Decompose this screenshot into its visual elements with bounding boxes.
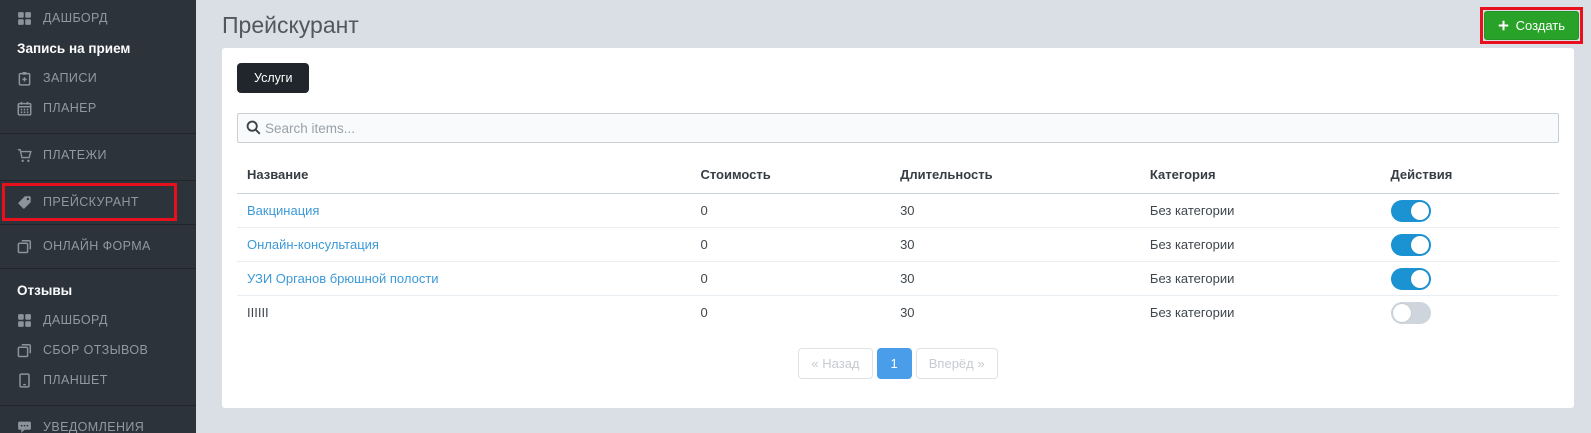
tab-services[interactable]: Услуги <box>237 63 310 93</box>
service-enabled-toggle[interactable] <box>1390 199 1431 222</box>
table-header-row: Название Стоимость Длительность Категори… <box>237 159 1559 194</box>
service-cost: 0 <box>690 227 891 262</box>
pagination-prev-button[interactable]: « Назад <box>798 347 873 379</box>
sidebar-section-label: Отзывы <box>17 282 73 298</box>
dashboard-icon <box>18 313 31 327</box>
pagination-page-1-button[interactable]: 1 <box>876 347 912 379</box>
sidebar-item-label: ДАШБОРД <box>43 11 108 25</box>
table-row: Вакцинация 0 30 Без категории <box>237 193 1559 228</box>
page-header: Прейскурант Создать <box>196 0 1591 44</box>
search-icon <box>246 120 261 135</box>
plus-icon <box>1498 20 1508 31</box>
col-header-cost: Стоимость <box>690 159 891 194</box>
sidebar-item-label: ПРЕЙСКУРАНТ <box>43 195 139 209</box>
col-header-category: Категория <box>1139 159 1381 194</box>
service-category: Без категории <box>1149 305 1235 321</box>
toggle-knob <box>1410 201 1429 220</box>
calendar-icon <box>17 101 32 116</box>
main-content: Прейскурант Создать Услуги <box>196 0 1591 433</box>
service-duration: 30 <box>890 261 1140 296</box>
sidebar-item-records[interactable]: ЗАПИСИ <box>0 63 196 93</box>
service-name-link[interactable]: Вакцинация <box>247 203 320 218</box>
create-button-label: Создать <box>1515 18 1565 33</box>
create-button-annotation-wrap: Создать <box>1479 7 1583 44</box>
search-box <box>237 113 1559 143</box>
sidebar-item-notifications[interactable]: УВЕДОМЛЕНИЯ <box>0 412 196 433</box>
service-cost: 0 <box>700 305 708 321</box>
create-button[interactable]: Создать <box>1483 11 1579 40</box>
col-header-actions: Действия <box>1380 159 1559 194</box>
sidebar-divider <box>0 180 196 181</box>
sidebar-item-online-form[interactable]: ОНЛАЙН ФОРМА <box>0 231 196 261</box>
service-category: Без категории <box>1139 227 1381 262</box>
service-name-link[interactable]: УЗИ Органов брюшной полости <box>247 271 439 286</box>
service-enabled-toggle[interactable] <box>1390 233 1431 256</box>
dashboard-icon <box>18 11 31 25</box>
pagination: « Назад 1 Вперёд » <box>237 347 1559 379</box>
sidebar-item-tablet[interactable]: ПЛАНШЕТ <box>0 365 196 395</box>
toggle-knob <box>1392 303 1411 322</box>
sidebar-item-label: ПЛАНШЕТ <box>43 373 108 387</box>
sidebar-divider <box>0 224 196 225</box>
sidebar-item-label: УВЕДОМЛЕНИЯ <box>43 420 145 433</box>
sidebar-item-reviews-dashboard[interactable]: ДАШБОРД <box>0 305 196 335</box>
clipboard-plus-icon <box>18 71 31 86</box>
service-category: Без категории <box>1139 193 1381 228</box>
price-tag-icon <box>18 195 31 209</box>
sidebar-item-label: ПЛАТЕЖИ <box>43 148 107 162</box>
service-name-link[interactable]: Онлайн-консультация <box>247 237 379 252</box>
services-table: Название Стоимость Длительность Категори… <box>237 159 1559 330</box>
chat-icon <box>18 421 31 433</box>
service-duration: 30 <box>890 227 1140 262</box>
search-input[interactable] <box>237 113 1559 143</box>
sidebar: ДАШБОРД Запись на прием ЗАПИСИ ПЛАНЕР <box>0 0 196 433</box>
sidebar-item-planner[interactable]: ПЛАНЕР <box>0 93 196 123</box>
sidebar-divider <box>0 405 196 406</box>
toggle-knob <box>1410 269 1429 288</box>
sidebar-item-collect-reviews[interactable]: СБОР ОТЗЫВОВ <box>0 335 196 365</box>
service-duration: 30 <box>900 305 915 321</box>
table-row: УЗИ Органов брюшной полости 0 30 Без кат… <box>237 261 1559 296</box>
service-cost: 0 <box>690 261 891 296</box>
sidebar-item-label: ДАШБОРД <box>43 313 108 327</box>
table-row: IIIIII 0 30 Без категории <box>237 296 1559 330</box>
service-cost: 0 <box>690 193 891 228</box>
sidebar-section-appointments: Запись на прием <box>0 33 196 63</box>
sidebar-item-label: СБОР ОТЗЫВОВ <box>43 343 149 357</box>
sidebar-item-label: ПЛАНЕР <box>43 101 97 115</box>
pricelist-card: Услуги Название Стоимость Длительность К… <box>222 48 1574 408</box>
service-category: Без категории <box>1139 261 1381 296</box>
copy-icon <box>17 343 32 357</box>
sidebar-section-reviews: Отзывы <box>0 275 196 305</box>
sidebar-section-label: Запись на прием <box>17 40 131 56</box>
sidebar-divider <box>0 268 196 269</box>
tablet-icon <box>19 372 30 388</box>
service-enabled-toggle[interactable] <box>1390 301 1431 324</box>
toggle-knob <box>1410 235 1429 254</box>
service-duration: 30 <box>890 193 1140 228</box>
sidebar-item-label: ЗАПИСИ <box>43 71 98 85</box>
col-header-name: Название <box>237 159 691 194</box>
sidebar-item-label: ОНЛАЙН ФОРМА <box>43 239 151 253</box>
table-row: Онлайн-консультация 0 30 Без категории <box>237 227 1559 262</box>
sidebar-divider <box>0 133 196 134</box>
pagination-next-button[interactable]: Вперёд » <box>915 347 998 379</box>
cart-icon <box>17 148 32 162</box>
page-title: Прейскурант <box>222 12 359 38</box>
sidebar-item-dashboard[interactable]: ДАШБОРД <box>0 3 196 33</box>
service-enabled-toggle[interactable] <box>1390 267 1431 290</box>
service-name-link[interactable]: IIIIII <box>247 305 269 321</box>
copy-icon <box>17 239 32 253</box>
col-header-duration: Длительность <box>890 159 1140 194</box>
sidebar-item-pricelist[interactable]: ПРЕЙСКУРАНТ <box>0 183 196 221</box>
sidebar-item-payments[interactable]: ПЛАТЕЖИ <box>0 140 196 170</box>
